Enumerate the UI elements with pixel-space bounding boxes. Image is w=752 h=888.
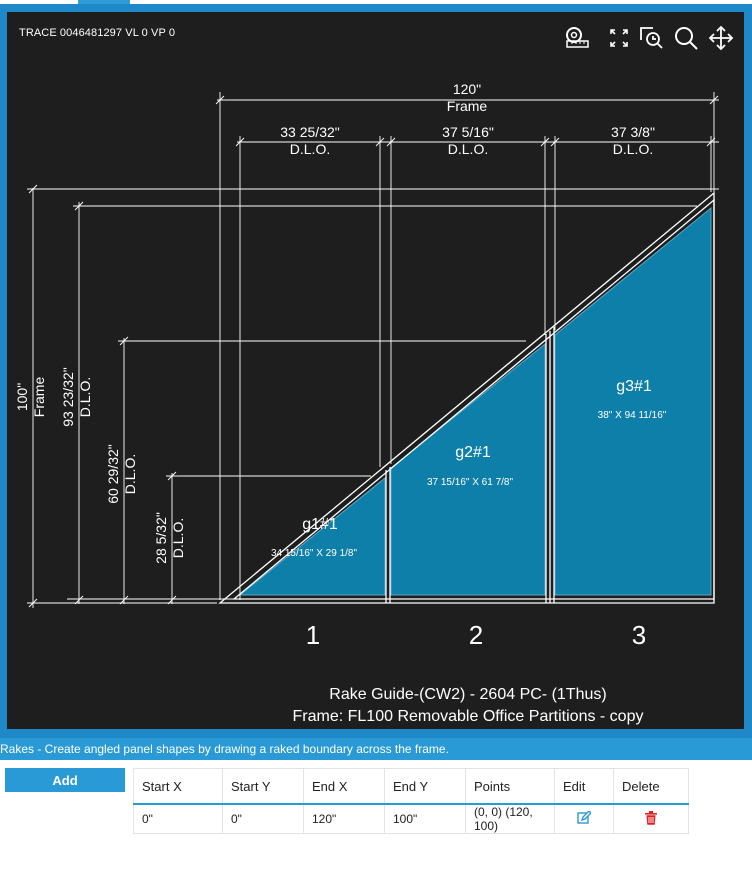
frame-width-label: Frame: [447, 98, 488, 114]
cell-end-x: 120": [303, 803, 385, 834]
active-top-tab[interactable]: [78, 0, 130, 4]
glass-panel-g3[interactable]: [554, 206, 712, 596]
status-bar: Rakes - Create angled panel shapes by dr…: [0, 738, 752, 760]
edit-icon[interactable]: [577, 809, 592, 828]
col-header-delete[interactable]: Delete: [613, 768, 689, 805]
edit-cell: [554, 803, 614, 834]
dlo-height-label-3: D.L.O.: [170, 518, 186, 558]
cell-points: (0, 0) (120, 100): [465, 803, 555, 834]
drawing-canvas[interactable]: TRACE 0046481297 VL 0 VP 0: [7, 12, 744, 729]
zoom-window-icon[interactable]: [637, 24, 665, 52]
dlo-height-3: 28 5/32": [153, 512, 169, 564]
table-row: 0" 0" 120" 100" (0, 0) (120, 100): [133, 803, 689, 834]
dlo-width-3: 37 3/8": [611, 124, 655, 140]
elevation-drawing: 120" Frame 33 25/32" D.L.O. 37 5/16" D.L…: [14, 81, 719, 725]
dlo-height-label-2: D.L.O.: [122, 454, 138, 494]
top-strip: [0, 0, 752, 4]
dlo-height-1: 93 23/32": [60, 367, 76, 426]
dimension-lines: [27, 92, 719, 608]
dlo-height-2: 60 29/32": [105, 444, 121, 503]
col-header-start-x[interactable]: Start X: [133, 768, 223, 805]
tape-measure-icon[interactable]: [563, 24, 591, 52]
frame-outline: [218, 191, 715, 604]
dlo-width-label-2: D.L.O.: [448, 141, 488, 157]
drawing-caption-frame: Frame: FL100 Removable Office Partitions…: [293, 708, 644, 725]
col-header-end-y[interactable]: End Y: [384, 768, 466, 805]
frame-height-dim: 100": [14, 383, 30, 411]
delete-cell: [613, 803, 689, 834]
dlo-width-label-1: D.L.O.: [290, 141, 330, 157]
bay-number-1: 1: [306, 620, 320, 650]
drawing-canvas-frame: TRACE 0046481297 VL 0 VP 0: [0, 4, 752, 738]
dlo-width-1: 33 25/32": [280, 124, 339, 140]
bay-number-3: 3: [632, 620, 646, 650]
glass-panel-g1[interactable]: [238, 476, 386, 596]
cell-start-x: 0": [133, 803, 223, 834]
pan-move-icon[interactable]: [707, 24, 735, 52]
panel-size-g2: 37 15/16" X 61 7/8": [427, 477, 514, 488]
panel-name-g2: g2#1: [455, 444, 491, 461]
dlo-height-label-1: D.L.O.: [77, 377, 93, 417]
panel-name-g1: g1#1: [302, 516, 338, 533]
cell-end-y: 100": [384, 803, 466, 834]
fullscreen-icon[interactable]: [605, 24, 633, 52]
drawing-caption-title: Rake Guide-(CW2) - 2604 PC- (1Thus): [329, 686, 606, 703]
frame-height-label: Frame: [31, 377, 47, 418]
col-header-edit[interactable]: Edit: [554, 768, 614, 805]
cell-start-y: 0": [222, 803, 304, 834]
col-header-points[interactable]: Points: [465, 768, 555, 805]
dlo-width-2: 37 5/16": [442, 124, 494, 140]
trash-icon[interactable]: [645, 810, 657, 828]
table-header-row: Start X Start Y End X End Y Points Edit …: [133, 768, 689, 805]
panel-name-g3: g3#1: [616, 378, 652, 395]
panel-size-g3: 38" X 94 11/16": [598, 410, 667, 421]
col-header-start-y[interactable]: Start Y: [222, 768, 304, 805]
add-rake-button[interactable]: Add: [5, 768, 125, 792]
col-header-end-x[interactable]: End X: [303, 768, 385, 805]
search-icon[interactable]: [672, 24, 700, 52]
dlo-width-label-3: D.L.O.: [613, 141, 653, 157]
rakes-table: Start X Start Y End X End Y Points Edit …: [133, 768, 689, 834]
panel-size-g1: 34 15/16" X 29 1/8": [271, 548, 358, 559]
bay-number-2: 2: [469, 620, 483, 650]
trace-label: TRACE 0046481297 VL 0 VP 0: [19, 27, 176, 39]
glass-panel-g2[interactable]: [390, 342, 546, 596]
frame-width-dim: 120": [453, 81, 481, 97]
